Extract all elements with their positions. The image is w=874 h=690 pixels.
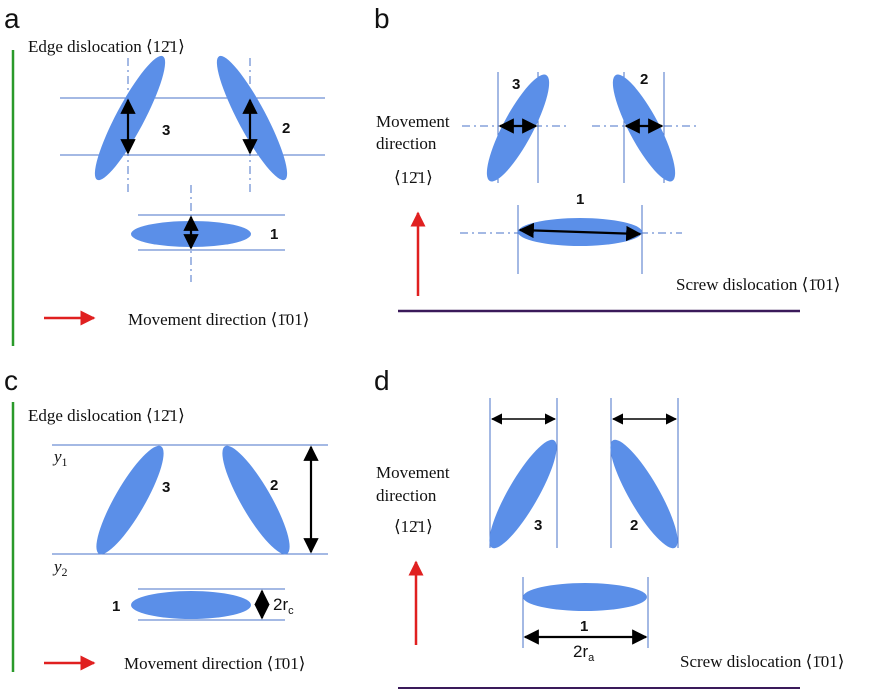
panel-d-movement-line2: direction	[376, 486, 437, 505]
panel-c-letter: c	[4, 365, 18, 396]
panel-b-arrow-1	[518, 222, 642, 242]
panel-d-label-2: 2	[630, 517, 638, 534]
panel-d-label-1: 1	[580, 618, 588, 635]
panel-d: d Movement direction ⟨12̄1⟩ 3 2 1 2ra Sc…	[374, 365, 844, 689]
panel-c-label-3: 3	[162, 479, 170, 496]
panel-c: c Edge dislocation ⟨12̄1⟩ y1 y2 2rc 3 2 …	[4, 365, 328, 673]
panel-c-ellipse-1	[131, 591, 251, 619]
panel-c-label-1: 1	[112, 598, 120, 615]
panel-a-edge-label: Edge dislocation ⟨12̄1⟩	[28, 37, 185, 56]
panel-b-screw-label: Screw dislocation ⟨1̄01⟩	[676, 275, 840, 294]
panel-a-movement-label: Movement direction ⟨1̄01⟩	[128, 310, 309, 329]
panel-d-ra-label: 2ra	[573, 642, 595, 664]
panel-c-y2: y2	[52, 557, 68, 579]
panel-d-ellipse-1	[523, 583, 647, 611]
panel-d-ellipse-3	[489, 439, 557, 549]
panel-d-movement-line1: Movement	[376, 463, 450, 482]
panel-b-movement-line1: Movement	[376, 112, 450, 131]
panel-b-label-2: 2	[640, 71, 648, 88]
panel-b-movement-line3: ⟨12̄1⟩	[394, 168, 433, 187]
panel-b-label-1: 1	[576, 191, 584, 208]
panel-d-movement-line3: ⟨12̄1⟩	[394, 517, 433, 536]
panel-d-label-3: 3	[534, 517, 542, 534]
panel-c-rc-label: 2rc	[273, 595, 294, 617]
panel-c-ellipse-2	[222, 445, 290, 555]
panel-c-y1: y1	[52, 447, 68, 469]
panel-a-ellipse-2	[216, 55, 288, 181]
panel-b: b Movement direction ⟨12̄1⟩ 3 2 1 Screw …	[374, 3, 840, 313]
panel-d-ellipse-2	[610, 439, 678, 549]
panel-a: a Edge dislocation ⟨12̄1⟩ 3 2 1 Movement…	[4, 3, 325, 346]
panel-c-ellipse-3	[96, 445, 164, 555]
panel-c-edge-label: Edge dislocation ⟨12̄1⟩	[28, 406, 185, 425]
panel-c-label-2: 2	[270, 477, 278, 494]
panel-d-screw-label: Screw dislocation ⟨1̄01⟩	[680, 652, 844, 671]
panel-a-label-3: 3	[162, 122, 170, 139]
panel-a-label-1: 1	[270, 226, 278, 243]
panel-b-label-3: 3	[512, 76, 520, 93]
panel-b-letter: b	[374, 3, 390, 34]
panel-a-letter: a	[4, 3, 20, 34]
panel-a-ellipse-3	[94, 55, 166, 181]
panel-b-movement-line2: direction	[376, 134, 437, 153]
panel-d-letter: d	[374, 365, 390, 396]
panel-a-label-2: 2	[282, 120, 290, 137]
panel-c-movement-label: Movement direction ⟨1̄01⟩	[124, 654, 305, 673]
